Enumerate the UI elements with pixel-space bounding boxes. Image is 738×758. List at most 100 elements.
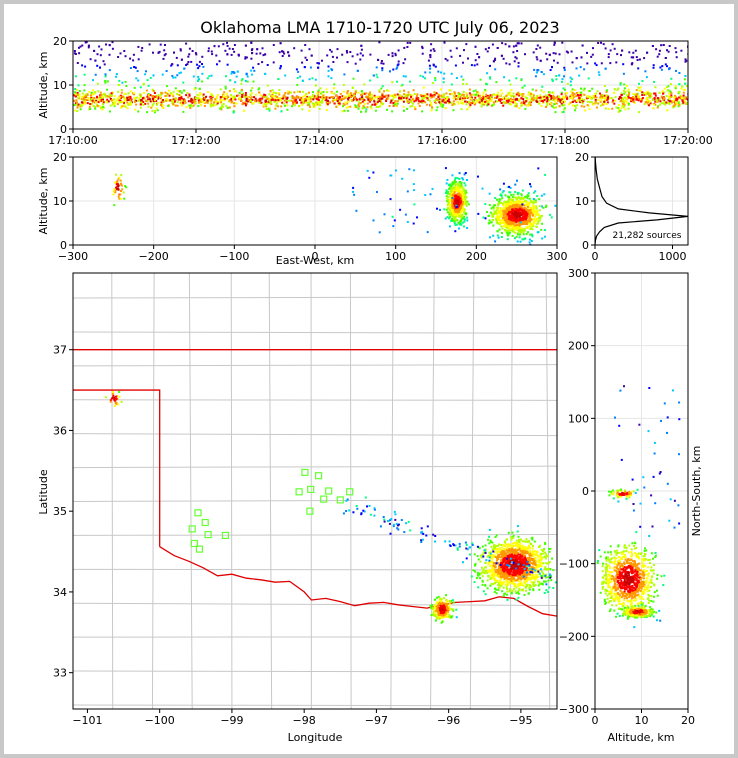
source-point [176, 64, 179, 67]
source-point [120, 106, 123, 109]
source-point [116, 183, 119, 186]
source-point [486, 94, 489, 97]
source-point [679, 96, 682, 99]
source-point [465, 191, 468, 194]
source-point [421, 100, 424, 103]
source-point [617, 108, 620, 111]
source-point [448, 101, 451, 104]
source-point [316, 103, 319, 106]
source-point [474, 96, 477, 99]
source-point [188, 94, 191, 97]
source-point [462, 83, 464, 85]
source-point [110, 92, 113, 95]
source-point [533, 68, 536, 71]
source-point [463, 182, 466, 185]
source-point [495, 571, 498, 574]
source-point [515, 198, 518, 201]
source-point [512, 193, 515, 196]
source-point [603, 85, 606, 88]
source-point [402, 105, 405, 108]
source-point [252, 66, 255, 69]
source-point [339, 92, 342, 95]
source-point [458, 92, 461, 95]
source-point [671, 101, 673, 104]
source-point [570, 96, 573, 98]
source-point [315, 95, 318, 98]
source-point [409, 41, 412, 44]
source-point [609, 49, 612, 52]
source-point [221, 104, 223, 107]
source-point [320, 91, 323, 94]
source-point [338, 100, 341, 103]
source-point [244, 92, 247, 94]
source-point [165, 98, 168, 101]
source-point [533, 217, 536, 220]
source-point [190, 60, 193, 63]
source-point [378, 90, 381, 93]
source-point [464, 197, 467, 200]
source-point [250, 41, 253, 44]
source-point [506, 220, 509, 223]
source-point [210, 50, 213, 53]
source-point [316, 92, 319, 95]
source-point [466, 227, 469, 229]
source-point [250, 89, 253, 92]
county-line [469, 273, 475, 709]
source-point [191, 101, 194, 104]
source-point [153, 99, 156, 102]
source-point [634, 94, 636, 97]
source-point [459, 210, 462, 213]
source-point [124, 93, 127, 96]
source-point [613, 102, 616, 105]
source-point [451, 174, 454, 177]
source-point [511, 209, 514, 212]
source-point [123, 103, 126, 106]
source-point [454, 181, 457, 183]
source-point [325, 96, 328, 99]
source-point [661, 102, 664, 104]
source-point [501, 42, 504, 45]
source-point [169, 99, 172, 102]
source-point [454, 184, 457, 186]
source-point [578, 97, 581, 99]
source-point [271, 89, 274, 92]
source-point [520, 205, 523, 208]
source-point [453, 191, 456, 194]
source-point [467, 203, 470, 206]
source-point [400, 97, 402, 100]
source-point [324, 96, 327, 99]
source-point [429, 54, 432, 57]
source-point [455, 210, 457, 213]
source-point [126, 99, 129, 102]
source-point [223, 99, 226, 102]
source-point [349, 92, 352, 95]
source-point [511, 230, 514, 233]
source-point [509, 200, 512, 203]
source-point [522, 95, 525, 98]
source-point [508, 185, 511, 188]
source-point [627, 94, 630, 96]
source-point [472, 100, 475, 103]
source-point [606, 98, 609, 101]
source-point [120, 89, 123, 91]
source-point [275, 95, 278, 98]
source-point [403, 93, 405, 96]
source-point [375, 106, 378, 108]
source-point [532, 213, 534, 216]
x-tick-label: 17:20:00 [663, 134, 712, 147]
source-point [151, 109, 154, 112]
source-point [514, 224, 517, 227]
source-point [674, 47, 677, 50]
source-point [565, 50, 568, 53]
source-point [563, 107, 566, 110]
source-point [274, 99, 277, 102]
source-point [588, 96, 591, 99]
source-point [208, 100, 211, 102]
source-point [278, 93, 281, 96]
source-point [257, 63, 260, 65]
source-point [493, 101, 495, 104]
source-point [322, 90, 325, 93]
source-point [670, 92, 673, 95]
source-point [448, 211, 451, 214]
source-point [567, 51, 569, 54]
